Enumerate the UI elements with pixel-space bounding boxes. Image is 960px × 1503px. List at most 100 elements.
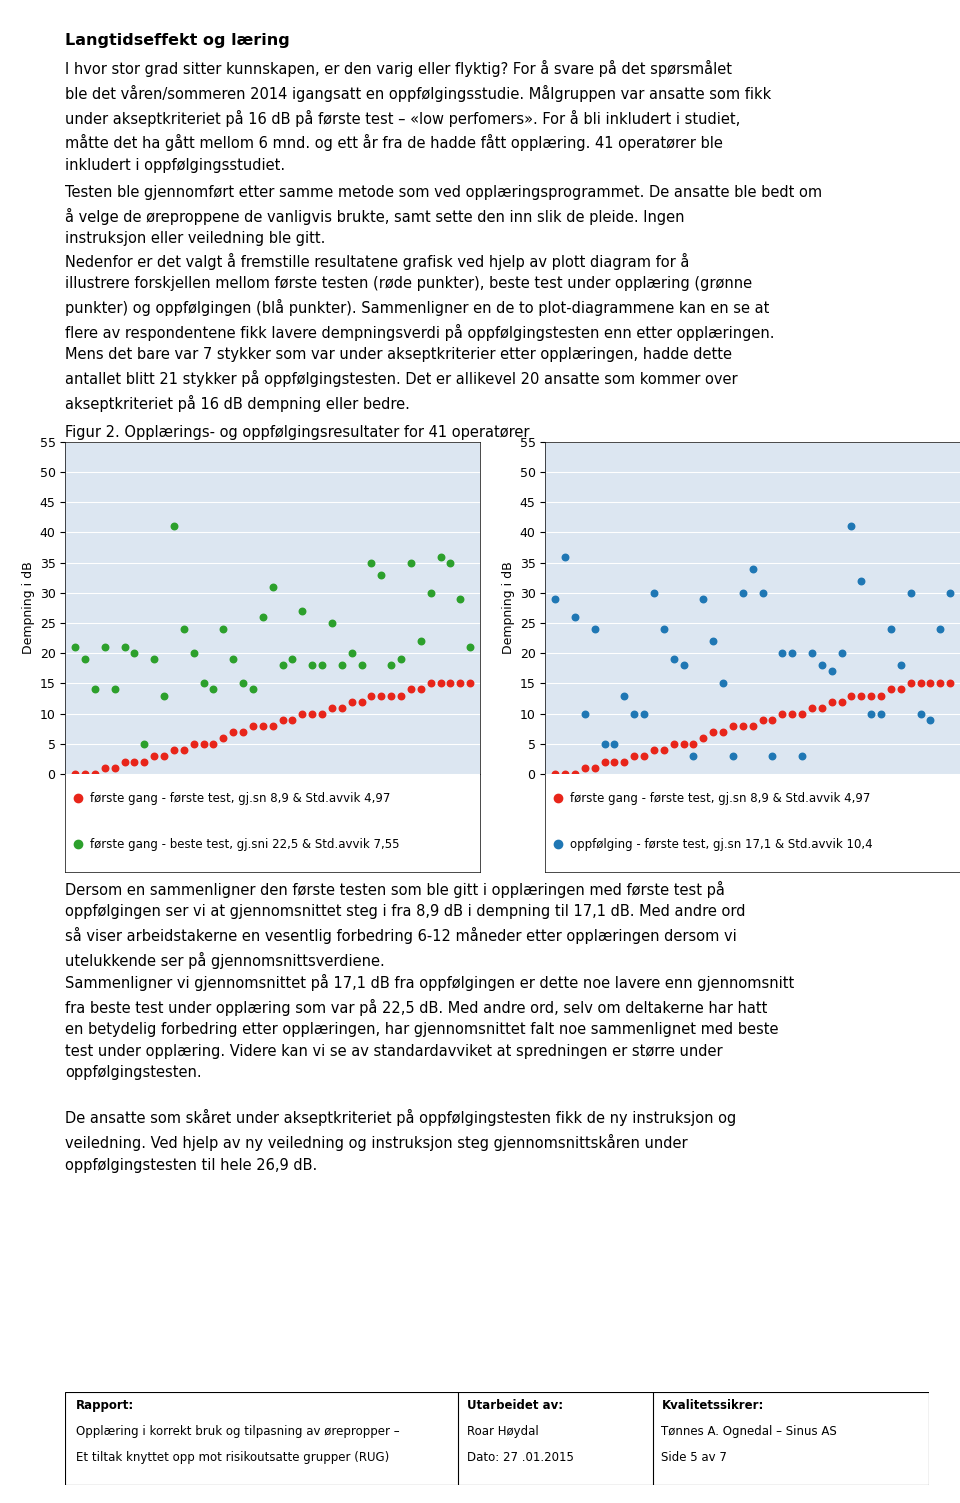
Point — [403, 550, 419, 574]
Text: Roar Høydal: Roar Høydal — [468, 1425, 539, 1438]
Point — [636, 744, 652, 768]
Point — [443, 672, 458, 696]
Y-axis label: Dempning i dB: Dempning i dB — [22, 562, 36, 654]
Point — [943, 672, 958, 696]
Text: Dersom en sammenligner den første testen som ble gitt i opplæringen med første t: Dersom en sammenligner den første testen… — [65, 881, 746, 969]
Point — [893, 678, 908, 702]
Point — [147, 648, 162, 672]
Point — [67, 762, 83, 786]
Point — [452, 672, 468, 696]
Text: Kvalitetssikrer:: Kvalitetssikrer: — [661, 1399, 764, 1413]
Point — [784, 642, 800, 666]
Point — [423, 580, 439, 604]
Point — [373, 562, 389, 586]
Point — [567, 606, 583, 630]
Text: Figur 2. Opplærings- og oppfølgingsresultater for 41 operatører: Figur 2. Opplærings- og oppfølgingsresul… — [65, 425, 530, 440]
Point — [295, 600, 310, 624]
Point — [196, 732, 211, 756]
Text: første gang - første test, gj.sn 8,9 & Std.avvik 4,97: første gang - første test, gj.sn 8,9 & S… — [90, 792, 391, 806]
Point — [646, 738, 661, 762]
Point — [824, 660, 839, 684]
Text: Opplæring i korrekt bruk og tilpasning av ørepropper –: Opplæring i korrekt bruk og tilpasning a… — [76, 1425, 399, 1438]
Point — [304, 654, 320, 678]
Point — [364, 550, 379, 574]
Point — [136, 750, 152, 774]
Point — [607, 750, 622, 774]
Point — [383, 684, 398, 708]
Point — [903, 672, 919, 696]
Point — [784, 702, 800, 726]
Point — [735, 580, 751, 604]
Point — [186, 642, 202, 666]
Point — [107, 678, 122, 702]
Point — [597, 732, 612, 756]
Point — [715, 720, 731, 744]
Point — [463, 636, 478, 660]
Point — [913, 702, 928, 726]
Point — [883, 618, 899, 642]
Point — [685, 744, 701, 768]
Point — [755, 580, 770, 604]
Point — [127, 750, 142, 774]
Point — [765, 744, 780, 768]
Point — [824, 690, 839, 714]
Point — [696, 726, 711, 750]
Text: Utarbeidet av:: Utarbeidet av: — [468, 1399, 564, 1413]
Point — [255, 714, 271, 738]
Point — [413, 630, 428, 654]
Point — [383, 654, 398, 678]
Point — [853, 568, 869, 592]
Point — [78, 648, 93, 672]
Point — [176, 618, 191, 642]
Point — [706, 630, 721, 654]
Text: Et tiltak knyttet opp mot risikoutsatte grupper (RUG): Et tiltak knyttet opp mot risikoutsatte … — [76, 1452, 389, 1464]
Point — [547, 762, 563, 786]
Point — [715, 672, 731, 696]
Point — [923, 708, 938, 732]
Point — [932, 618, 948, 642]
Point — [577, 756, 592, 780]
Text: Tønnes A. Ognedal – Sinus AS: Tønnes A. Ognedal – Sinus AS — [661, 1425, 837, 1438]
Point — [97, 636, 112, 660]
Point — [558, 762, 573, 786]
Point — [666, 732, 682, 756]
Point — [334, 654, 349, 678]
Point — [874, 684, 889, 708]
Point — [616, 684, 632, 708]
Point — [814, 654, 829, 678]
Point — [156, 684, 172, 708]
Point — [587, 756, 602, 780]
Point — [107, 756, 122, 780]
Text: Langtidseffekt og læring: Langtidseffekt og læring — [65, 33, 290, 48]
Point — [97, 756, 112, 780]
Point — [794, 744, 809, 768]
Point — [558, 544, 573, 568]
Point — [814, 696, 829, 720]
Text: De ansatte som skåret under akseptkriteriet på oppfølgingstesten fikk de ny inst: De ansatte som skåret under akseptkriter… — [65, 1109, 736, 1172]
Point — [196, 672, 211, 696]
Text: Sammenligner vi gjennomsnittet på 17,1 dB fra oppfølgingen er dette noe lavere e: Sammenligner vi gjennomsnittet på 17,1 d… — [65, 974, 795, 1081]
Point — [67, 636, 83, 660]
Point — [87, 762, 103, 786]
Point — [226, 648, 241, 672]
Point — [235, 672, 251, 696]
Point — [166, 738, 181, 762]
Point — [344, 642, 359, 666]
Point — [314, 654, 329, 678]
Point — [616, 750, 632, 774]
Point — [607, 732, 622, 756]
Point — [87, 678, 103, 702]
Point — [78, 762, 93, 786]
Point — [666, 648, 682, 672]
Point — [745, 556, 760, 580]
Point — [685, 732, 701, 756]
Point — [354, 654, 370, 678]
Point — [394, 648, 409, 672]
Point — [903, 580, 919, 604]
Point — [804, 642, 820, 666]
Point — [844, 514, 859, 538]
Y-axis label: Dempning i dB: Dempning i dB — [502, 562, 516, 654]
Text: Testen ble gjennomført etter samme metode som ved opplæringsprogrammet. De ansat: Testen ble gjennomført etter samme metod… — [65, 185, 823, 246]
Point — [844, 684, 859, 708]
Point — [943, 580, 958, 604]
